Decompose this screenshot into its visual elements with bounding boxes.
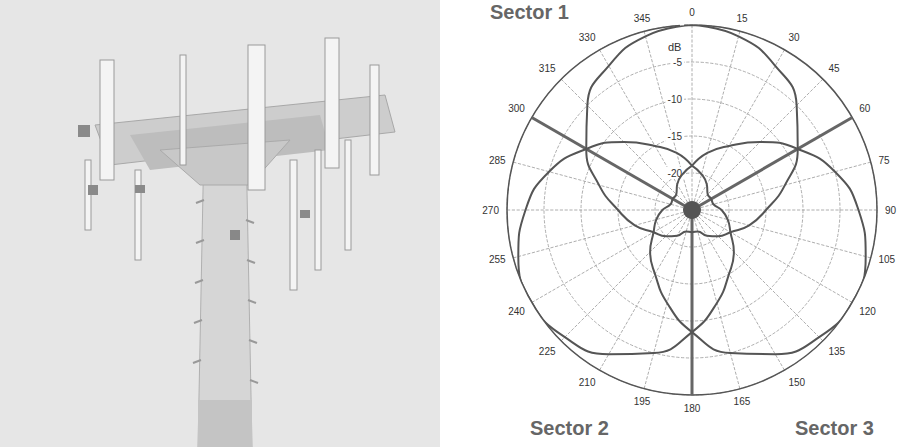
svg-text:120: 120: [859, 306, 876, 317]
svg-text:60: 60: [859, 103, 871, 114]
svg-text:75: 75: [878, 155, 890, 166]
svg-text:180: 180: [684, 403, 701, 414]
svg-text:285: 285: [489, 155, 506, 166]
svg-text:300: 300: [508, 103, 525, 114]
svg-text:Sector 2: Sector 2: [530, 417, 609, 439]
svg-text:330: 330: [579, 32, 596, 43]
svg-text:-15: -15: [668, 131, 683, 142]
svg-text:Sector 3: Sector 3: [795, 417, 874, 439]
svg-text:90: 90: [885, 205, 897, 216]
svg-text:315: 315: [539, 63, 556, 74]
svg-text:165: 165: [734, 396, 751, 407]
svg-text:195: 195: [634, 396, 651, 407]
svg-text:270: 270: [482, 205, 499, 216]
svg-text:225: 225: [539, 346, 556, 357]
svg-text:15: 15: [736, 13, 748, 24]
svg-text:-10: -10: [668, 94, 683, 105]
svg-text:dB: dB: [668, 41, 681, 53]
svg-text:150: 150: [789, 377, 806, 388]
svg-text:105: 105: [878, 254, 895, 265]
svg-text:-5: -5: [673, 57, 682, 68]
svg-text:45: 45: [828, 63, 840, 74]
svg-text:135: 135: [828, 346, 845, 357]
svg-text:-20: -20: [667, 167, 682, 179]
svg-text:240: 240: [508, 306, 525, 317]
svg-text:0: 0: [689, 7, 695, 18]
svg-text:210: 210: [579, 377, 596, 388]
svg-text:255: 255: [489, 254, 506, 265]
svg-text:345: 345: [634, 13, 651, 24]
svg-text:30: 30: [789, 32, 801, 43]
svg-text:Sector 1: Sector 1: [490, 1, 569, 23]
